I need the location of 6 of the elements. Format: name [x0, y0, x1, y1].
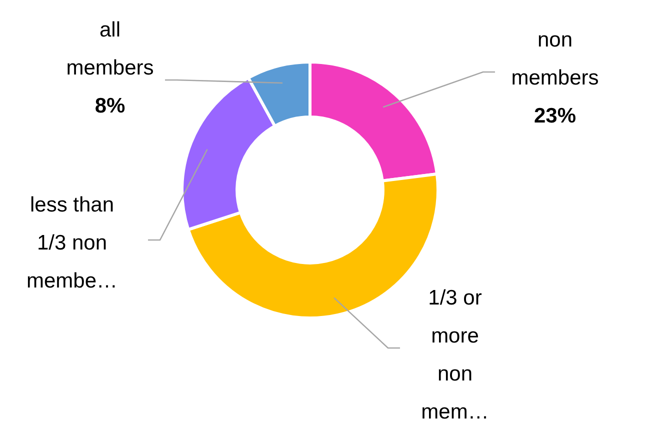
slice-label: all members — [66, 18, 154, 80]
data-label: 8% — [94, 94, 126, 118]
slice-label: 1/3 or more non mem… — [421, 286, 489, 424]
slice-label: less than 1/3 non membe… — [26, 194, 118, 292]
data-label: 23% — [534, 104, 576, 128]
slice-label: non members — [511, 28, 599, 90]
